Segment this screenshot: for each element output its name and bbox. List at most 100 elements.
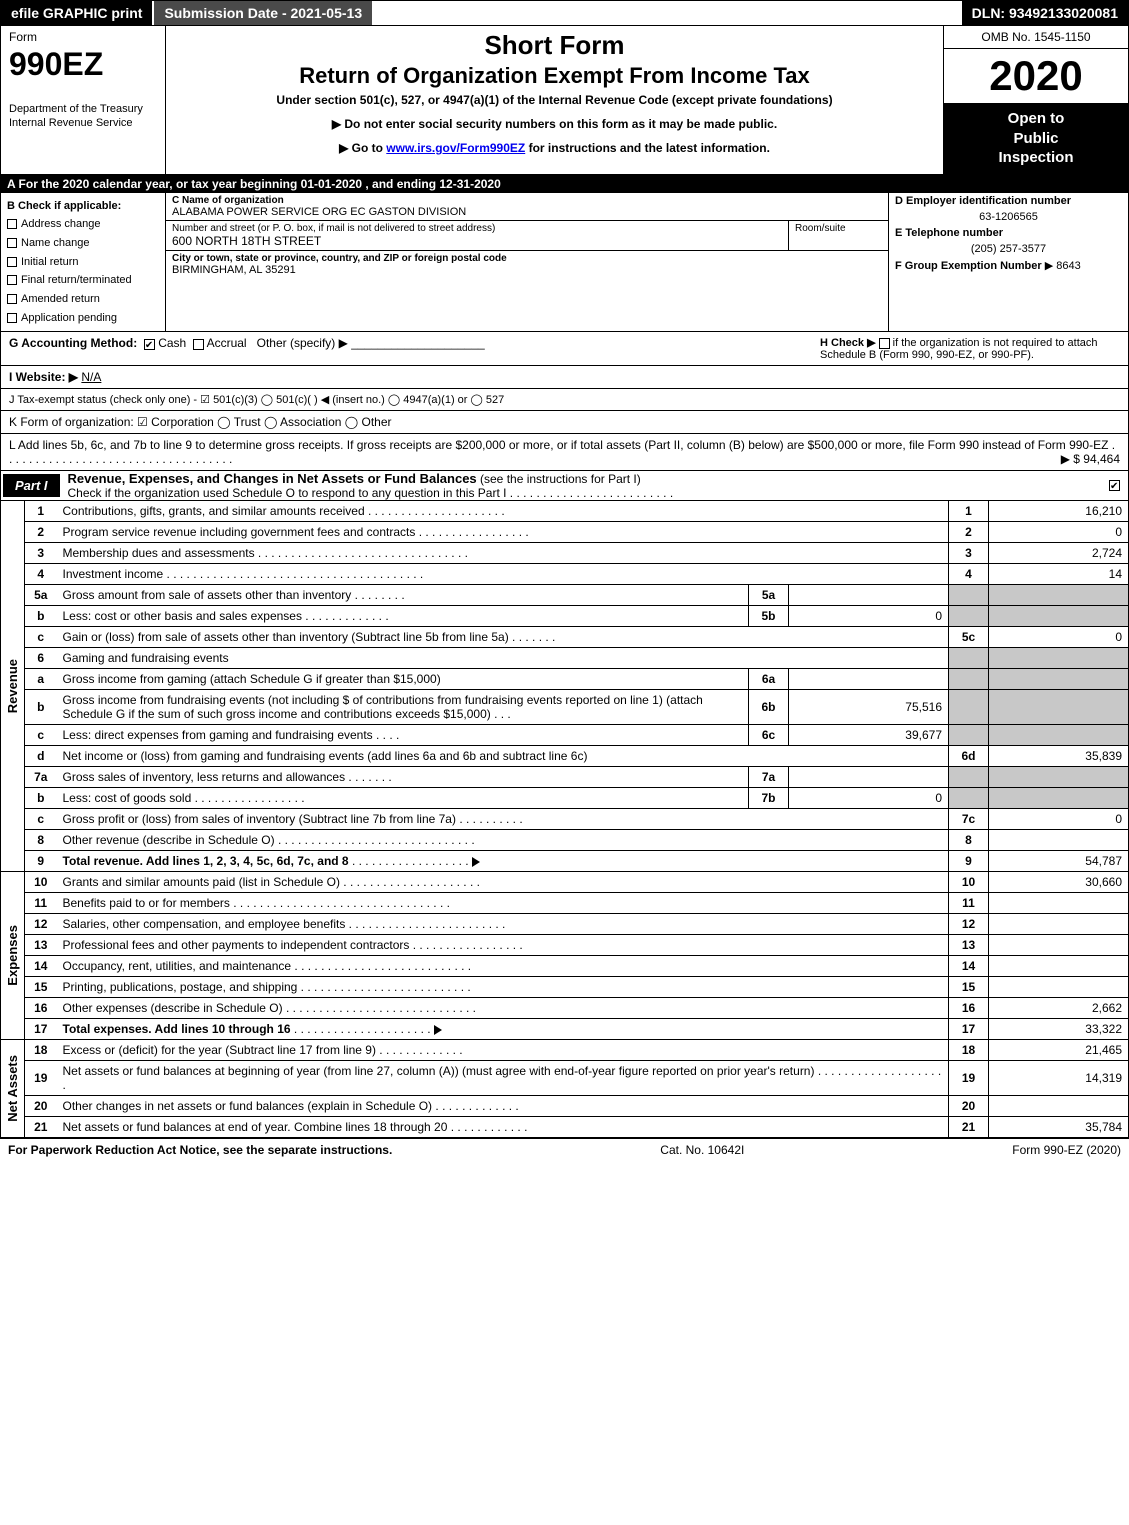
form-number: 990EZ (9, 48, 157, 80)
tel-label: E Telephone number (889, 225, 1128, 241)
line-17: 17Total expenses. Add lines 10 through 1… (25, 1019, 1129, 1040)
omb-number: OMB No. 1545-1150 (944, 26, 1128, 49)
department: Department of the Treasury Internal Reve… (9, 102, 157, 131)
chk-schedule-o[interactable] (1109, 480, 1120, 491)
gross-receipts-val: ▶ $ 94,464 (1061, 452, 1120, 466)
page-footer: For Paperwork Reduction Act Notice, see … (0, 1138, 1129, 1161)
chk-schedule-b[interactable] (879, 338, 890, 349)
open-public-inspection: Open to Public Inspection (944, 103, 1128, 174)
line-6a: aGross income from gaming (attach Schedu… (25, 669, 1129, 690)
form-header: Form 990EZ Department of the Treasury In… (0, 26, 1129, 175)
line-10: 10Grants and similar amounts paid (list … (25, 872, 1129, 893)
line-20: 20Other changes in net assets or fund ba… (25, 1096, 1129, 1117)
line-6b: bGross income from fundraising events (n… (25, 690, 1129, 725)
footer-cat-no: Cat. No. 10642I (392, 1143, 1012, 1157)
row-k-form-org: K Form of organization: ☑ Corporation ◯ … (0, 411, 1129, 434)
footer-paperwork: For Paperwork Reduction Act Notice, see … (8, 1143, 392, 1157)
chk-accrual[interactable] (193, 339, 204, 350)
org-name-row: C Name of organization ALABAMA POWER SER… (166, 193, 888, 221)
chk-initial-return[interactable]: Initial return (7, 253, 159, 272)
net-assets-section: Net Assets 18Excess or (deficit) for the… (0, 1040, 1129, 1138)
note-ssn: ▶ Do not enter social security numbers o… (174, 117, 935, 131)
part-1-label: Part I (3, 474, 60, 497)
street: 600 NORTH 18TH STREET (172, 234, 782, 248)
net-assets-table: 18Excess or (deficit) for the year (Subt… (24, 1040, 1129, 1138)
row-a-tax-year: A For the 2020 calendar year, or tax yea… (0, 175, 1129, 193)
chk-final-return[interactable]: Final return/terminated (7, 271, 159, 290)
submission-date: Submission Date - 2021-05-13 (152, 1, 374, 25)
chk-name-change[interactable]: Name change (7, 234, 159, 253)
line-1: 1Contributions, gifts, grants, and simil… (25, 501, 1129, 522)
col-d-ein-tel: D Employer identification number 63-1206… (888, 193, 1128, 332)
street-row: Number and street (or P. O. box, if mail… (166, 221, 888, 251)
line-5a: 5aGross amount from sale of assets other… (25, 585, 1129, 606)
website: N/A (81, 370, 101, 384)
line-7a: 7aGross sales of inventory, less returns… (25, 767, 1129, 788)
title-return: Return of Organization Exempt From Incom… (174, 63, 935, 89)
line-7c: cGross profit or (loss) from sales of in… (25, 809, 1129, 830)
chk-amended-return[interactable]: Amended return (7, 290, 159, 309)
line-13: 13Professional fees and other payments t… (25, 935, 1129, 956)
chk-cash[interactable] (144, 339, 155, 350)
line-6: 6Gaming and fundraising events (25, 648, 1129, 669)
line-7b: bLess: cost of goods sold . . . . . . . … (25, 788, 1129, 809)
tax-year: 2020 (944, 49, 1128, 103)
line-5b: bLess: cost or other basis and sales exp… (25, 606, 1129, 627)
arrow-icon (472, 857, 480, 867)
tel: (205) 257-3577 (889, 241, 1128, 257)
line-16: 16Other expenses (describe in Schedule O… (25, 998, 1129, 1019)
title-short-form: Short Form (174, 30, 935, 61)
org-name: ALABAMA POWER SERVICE ORG EC GASTON DIVI… (172, 206, 882, 218)
revenue-table: 1Contributions, gifts, grants, and simil… (24, 501, 1129, 872)
net-assets-side-label: Net Assets (0, 1040, 24, 1138)
line-21: 21Net assets or fund balances at end of … (25, 1117, 1129, 1138)
line-6d: dNet income or (loss) from gaming and fu… (25, 746, 1129, 767)
line-9: 9Total revenue. Add lines 1, 2, 3, 4, 5c… (25, 851, 1129, 872)
line-8: 8Other revenue (describe in Schedule O) … (25, 830, 1129, 851)
revenue-side-label: Revenue (0, 501, 24, 872)
row-l-gross-receipts: L Add lines 5b, 6c, and 7b to line 9 to … (0, 434, 1129, 471)
accounting-method: G Accounting Method: Cash Accrual Other … (9, 336, 820, 361)
ein: 63-1206565 (889, 209, 1128, 225)
line-3: 3Membership dues and assessments . . . .… (25, 543, 1129, 564)
note-goto: ▶ Go to www.irs.gov/Form990EZ for instru… (174, 141, 935, 155)
line-12: 12Salaries, other compensation, and empl… (25, 914, 1129, 935)
expenses-side-label: Expenses (0, 872, 24, 1040)
header-center: Short Form Return of Organization Exempt… (166, 26, 943, 174)
chk-application-pending[interactable]: Application pending (7, 309, 159, 328)
col-b-checkboxes: B Check if applicable: Address change Na… (1, 193, 166, 332)
room-suite: Room/suite (788, 221, 888, 251)
b-title: B Check if applicable: (7, 197, 159, 216)
info-block: B Check if applicable: Address change Na… (0, 193, 1129, 333)
top-bar: efile GRAPHIC print Submission Date - 20… (0, 0, 1129, 26)
ein-label: D Employer identification number (889, 193, 1128, 209)
row-i-website: I Website: ▶ N/A (0, 366, 1129, 389)
header-left: Form 990EZ Department of the Treasury In… (1, 26, 166, 174)
h-check: H Check ▶ if the organization is not req… (820, 336, 1120, 361)
city-row: City or town, state or province, country… (166, 251, 888, 332)
line-5c: cGain or (loss) from sale of assets othe… (25, 627, 1129, 648)
expenses-table: 10Grants and similar amounts paid (list … (24, 872, 1129, 1040)
line-2: 2Program service revenue including gover… (25, 522, 1129, 543)
part-1-title: Revenue, Expenses, and Changes in Net As… (68, 471, 477, 486)
irs-link[interactable]: www.irs.gov/Form990EZ (386, 141, 525, 155)
line-6c: cLess: direct expenses from gaming and f… (25, 725, 1129, 746)
line-14: 14Occupancy, rent, utilities, and mainte… (25, 956, 1129, 977)
header-right: OMB No. 1545-1150 2020 Open to Public In… (943, 26, 1128, 174)
line-19: 19Net assets or fund balances at beginni… (25, 1061, 1129, 1096)
part-1-header: Part I Revenue, Expenses, and Changes in… (0, 471, 1129, 501)
efile-label: efile GRAPHIC print (1, 1, 152, 25)
row-j-tax-exempt: J Tax-exempt status (check only one) - ☑… (0, 389, 1129, 411)
expenses-section: Expenses 10Grants and similar amounts pa… (0, 872, 1129, 1040)
dln: DLN: 93492133020081 (962, 1, 1128, 25)
line-15: 15Printing, publications, postage, and s… (25, 977, 1129, 998)
line-4: 4Investment income . . . . . . . . . . .… (25, 564, 1129, 585)
revenue-section: Revenue 1Contributions, gifts, grants, a… (0, 501, 1129, 872)
line-18: 18Excess or (deficit) for the year (Subt… (25, 1040, 1129, 1061)
chk-address-change[interactable]: Address change (7, 215, 159, 234)
group-exemption: F Group Exemption Number ▶ 8643 (889, 257, 1128, 274)
subtitle: Under section 501(c), 527, or 4947(a)(1)… (174, 93, 935, 107)
part-1-check-note: Check if the organization used Schedule … (68, 486, 507, 500)
line-11: 11Benefits paid to or for members . . . … (25, 893, 1129, 914)
row-g-h: G Accounting Method: Cash Accrual Other … (0, 332, 1129, 366)
